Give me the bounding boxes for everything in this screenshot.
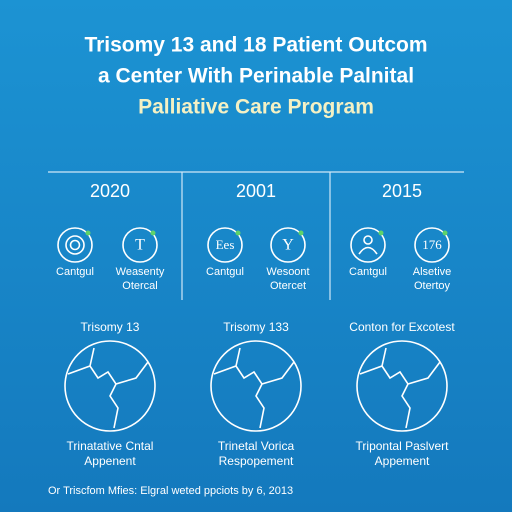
- icon-label: Otercet: [270, 280, 306, 292]
- year: 2020: [90, 181, 130, 201]
- icon-symbol: Ees: [216, 237, 235, 252]
- icon-symbol: Y: [282, 237, 294, 254]
- section-caption: Appenent: [84, 454, 136, 468]
- icon-ring: [270, 227, 306, 263]
- icon-glyph: [363, 235, 373, 245]
- globe: [210, 340, 302, 432]
- icon-badge: [378, 230, 384, 236]
- icon-label: Cantgul: [349, 266, 387, 278]
- year: 2015: [382, 181, 422, 201]
- title-line: Trisomy 13 and 18 Patient Outcom: [84, 34, 427, 57]
- icon-label: Wesoont: [266, 266, 309, 278]
- icon-badge: [298, 230, 304, 236]
- icon-glyph: [358, 246, 378, 255]
- icon-label: Cantgul: [56, 266, 94, 278]
- globe-map: [213, 347, 295, 429]
- title-line: a Center With Perinable Palnital: [98, 65, 414, 88]
- icon-badge: [150, 230, 156, 236]
- icon-label: Weasenty: [116, 266, 165, 278]
- icon-symbol: 176: [422, 237, 442, 252]
- icon-badge: [235, 230, 241, 236]
- section-caption: Tripontal Paslvert: [356, 439, 450, 453]
- icon-ring: [207, 227, 243, 263]
- icon-label: Otertoy: [414, 280, 451, 292]
- icon-ring: [350, 227, 386, 263]
- section-heading: Trisomy 133: [223, 320, 289, 334]
- icon-glyph: [69, 239, 81, 251]
- year: 2001: [236, 181, 276, 201]
- icon-symbol: T: [135, 237, 145, 254]
- section-caption: Appement: [375, 454, 430, 468]
- section-heading: Conton for Excotest: [349, 320, 455, 334]
- globe-map: [67, 347, 149, 429]
- icon-label: Cantgul: [206, 266, 244, 278]
- icon-ring: [122, 227, 158, 263]
- section-caption: Trinatative Cntal: [67, 439, 154, 453]
- icon-ring: [414, 227, 450, 263]
- icon-glyph: [65, 235, 85, 255]
- section-caption: Trinetal Vorica: [218, 439, 295, 453]
- icon-badge: [85, 230, 91, 236]
- icon-label: Otercal: [122, 280, 157, 292]
- globe: [64, 340, 156, 432]
- icon-label: Alsetive: [413, 266, 452, 278]
- section-heading: Trisomy 13: [81, 320, 140, 334]
- globe: [356, 340, 448, 432]
- icon-badge: [442, 230, 448, 236]
- globe-map: [359, 347, 441, 429]
- icon-ring: [57, 227, 93, 263]
- title-line: Palliative Care Program: [138, 96, 374, 119]
- section-caption: Respopement: [219, 454, 294, 468]
- footer: Or Triscfom Mfies: Elgral weted ppciots …: [48, 485, 293, 497]
